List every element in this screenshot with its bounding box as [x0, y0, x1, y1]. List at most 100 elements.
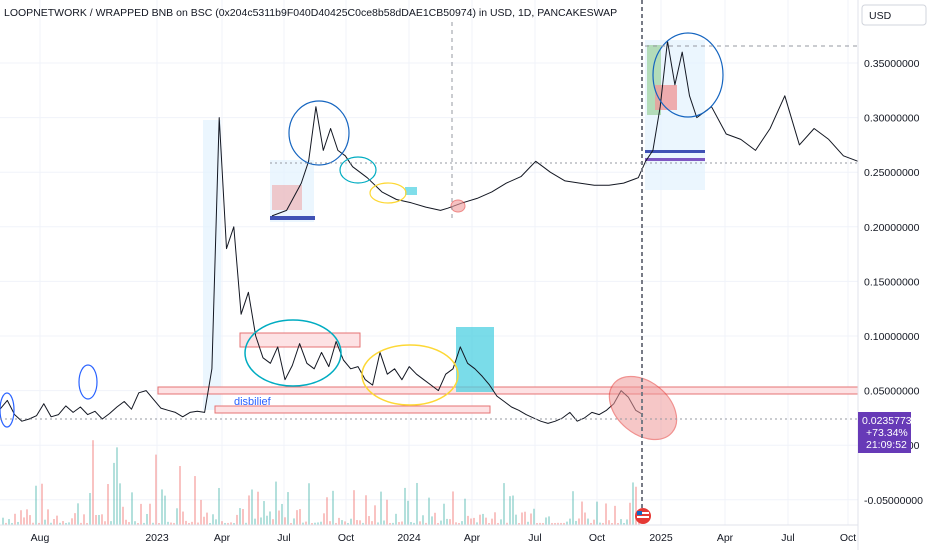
volume-bar: [311, 522, 313, 525]
volume-bar: [374, 505, 376, 525]
volume-bar: [539, 522, 541, 525]
price-series: [0, 40, 859, 424]
volume-bar: [119, 483, 121, 525]
chart-title: LOOPNETWORK / WRAPPED BNB on BSC (0x204c…: [4, 7, 617, 19]
us-flag-icon[interactable]: [635, 508, 651, 524]
volume-bar: [548, 516, 550, 525]
volume-bar: [404, 487, 406, 525]
volume-bar: [242, 509, 244, 525]
volume-bar: [137, 522, 139, 525]
volume-bar: [341, 520, 343, 525]
currency-label[interactable]: USD: [869, 10, 892, 22]
volume-bar: [440, 520, 442, 525]
y-tick-label: -0.05000000: [864, 495, 923, 507]
volume-bar: [32, 522, 34, 525]
volume-bar: [71, 518, 73, 525]
volume-bar: [536, 522, 538, 525]
volume-profile-left: [203, 120, 221, 410]
volume-bar: [599, 522, 601, 525]
volume-bar: [17, 521, 19, 525]
volume-bar: [443, 503, 445, 525]
volume-bar: [329, 521, 331, 525]
volume-bar: [167, 521, 169, 525]
volume-bar: [221, 521, 223, 525]
volume-bar: [152, 522, 154, 525]
volume-bar: [524, 511, 526, 525]
volume-bar: [389, 522, 391, 525]
yellow-circle-inset: [369, 182, 407, 204]
volume-bar: [326, 497, 328, 525]
x-tick-label: 2023: [145, 532, 169, 544]
volume-bar: [506, 522, 508, 525]
annotation-disbilief: disbilief: [234, 396, 272, 408]
last-price-value: 0.02357730: [862, 415, 918, 427]
x-tick-label: Oct: [338, 532, 354, 544]
volume-bar: [302, 522, 304, 525]
teal-circle-inset: [339, 156, 377, 184]
volume-bar: [380, 491, 382, 525]
volume-bar: [632, 482, 634, 525]
volume-bar: [521, 512, 523, 525]
volume-bar: [566, 521, 568, 525]
volume-bar: [569, 518, 571, 525]
volume-bar: [512, 495, 514, 525]
volume-bar: [491, 518, 493, 525]
volume-bar: [140, 503, 142, 525]
volume-bar: [590, 522, 592, 525]
volume-bar: [200, 499, 202, 525]
volume-bar: [323, 513, 325, 525]
volume-bar: [125, 519, 127, 525]
volume-bar: [605, 503, 607, 525]
volume-bar: [371, 521, 373, 525]
volume-bar: [89, 493, 91, 525]
volume-bar: [65, 522, 67, 525]
price-axis[interactable]: 0.35000000 0.30000000 0.25000000 0.20000000…: [857, 0, 923, 550]
volume-bar: [260, 517, 262, 525]
volume-bar: [578, 518, 580, 525]
volume-bar: [143, 522, 145, 525]
volume-bar: [557, 522, 559, 525]
volume-bar: [353, 490, 355, 525]
volume-bar: [617, 522, 619, 525]
volume-bar: [335, 522, 337, 525]
x-tick-label: Aug: [31, 532, 50, 544]
volume-bar: [611, 523, 613, 525]
volume-bar: [278, 510, 280, 525]
volume-bar: [182, 511, 184, 525]
volume-bar: [236, 514, 238, 525]
last-price-badge: 0.02357730 +73.34% 21:09:52: [858, 412, 918, 453]
volume-bar: [320, 521, 322, 525]
cyan-zone: [456, 327, 494, 392]
series-line-inset: [271, 40, 859, 217]
volume-bar: [44, 519, 46, 525]
currency-selector[interactable]: USD: [861, 4, 927, 26]
volume-bar: [392, 522, 394, 525]
blue-circle-2: [78, 364, 98, 400]
volume-bar: [53, 519, 55, 525]
yellow-circle-main: [361, 344, 459, 406]
volume-bar: [407, 500, 409, 525]
time-axis[interactable]: Aug 2023 Apr Jul Oct 2024 Apr Jul Oct 2025 Apr Jul O…: [0, 524, 858, 544]
x-tick-label: Jul: [781, 532, 794, 544]
volume-bar: [383, 520, 385, 525]
volume-bar: [359, 520, 361, 525]
x-tick-label: Apr: [214, 532, 231, 544]
volume-bar: [101, 514, 103, 525]
volume-bar: [212, 514, 214, 525]
volume-bar: [308, 483, 310, 525]
volume-bar: [638, 521, 640, 525]
blue-circle-1: [0, 392, 15, 428]
volume-bar: [518, 522, 520, 525]
volume-bar: [410, 522, 412, 525]
volume-bar: [188, 522, 190, 525]
volume-bar: [86, 522, 88, 525]
volume-bar: [194, 476, 196, 525]
volume-bar: [503, 483, 505, 525]
y-tick-label: 0.20000000: [864, 222, 920, 234]
volume-bar: [422, 515, 424, 525]
volume-bar: [581, 501, 583, 525]
volume-bar: [251, 489, 253, 525]
volume-bar: [542, 522, 544, 525]
volume-bar: [563, 522, 565, 525]
